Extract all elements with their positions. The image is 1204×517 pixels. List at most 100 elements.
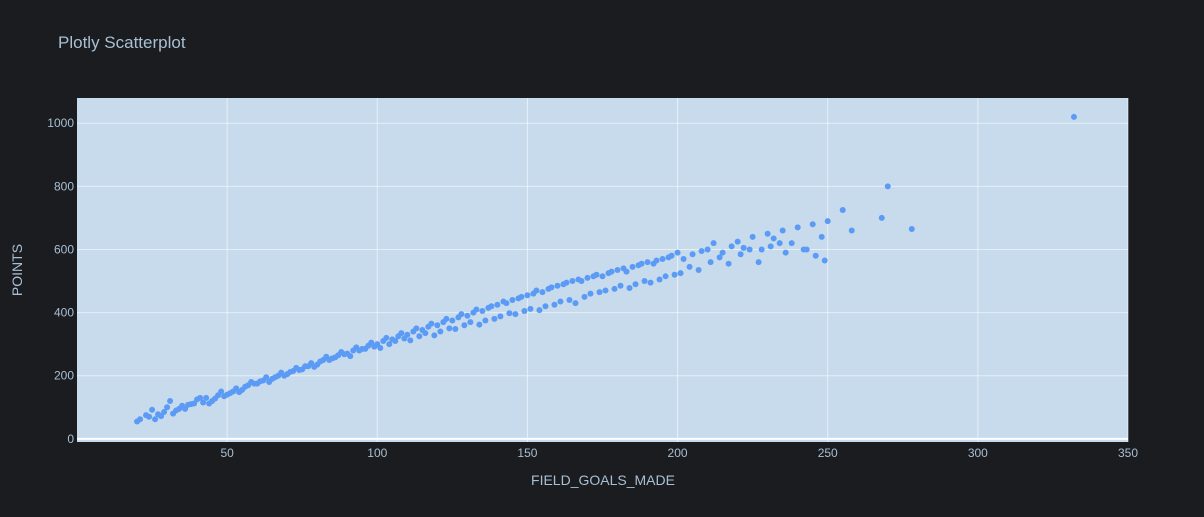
data-point[interactable] xyxy=(137,416,144,423)
data-point[interactable] xyxy=(812,252,819,259)
data-point[interactable] xyxy=(149,406,156,413)
data-point[interactable] xyxy=(809,221,816,228)
data-point[interactable] xyxy=(263,374,270,381)
data-point[interactable] xyxy=(767,243,774,250)
data-point[interactable] xyxy=(599,273,606,280)
data-point[interactable] xyxy=(527,305,534,312)
data-point[interactable] xyxy=(779,227,786,234)
data-point[interactable] xyxy=(449,317,456,324)
data-point[interactable] xyxy=(716,254,723,261)
data-point[interactable] xyxy=(152,416,159,423)
data-point[interactable] xyxy=(677,270,684,277)
data-point[interactable] xyxy=(458,311,465,318)
data-point[interactable] xyxy=(218,388,225,395)
data-point[interactable] xyxy=(551,301,558,308)
data-point[interactable] xyxy=(644,259,651,266)
data-point[interactable] xyxy=(461,322,468,329)
data-point[interactable] xyxy=(185,401,192,408)
data-point[interactable] xyxy=(197,394,204,401)
data-point[interactable] xyxy=(191,400,198,407)
data-point[interactable] xyxy=(494,301,501,308)
data-point[interactable] xyxy=(746,246,753,253)
data-point[interactable] xyxy=(578,278,585,285)
data-point[interactable] xyxy=(818,233,825,240)
data-point[interactable] xyxy=(596,289,603,296)
data-point[interactable] xyxy=(167,397,174,404)
data-point[interactable] xyxy=(536,307,543,314)
data-point[interactable] xyxy=(734,238,741,245)
data-point[interactable] xyxy=(443,315,450,322)
data-point[interactable] xyxy=(758,246,765,253)
data-point[interactable] xyxy=(770,235,777,242)
data-point[interactable] xyxy=(503,300,510,307)
data-point[interactable] xyxy=(566,296,573,303)
data-point[interactable] xyxy=(416,333,423,340)
data-point[interactable] xyxy=(641,278,648,285)
data-point[interactable] xyxy=(203,394,210,401)
data-point[interactable] xyxy=(593,271,600,278)
data-point[interactable] xyxy=(146,413,153,420)
data-point[interactable] xyxy=(548,284,555,291)
data-point[interactable] xyxy=(656,276,663,283)
data-point[interactable] xyxy=(512,311,519,318)
data-point[interactable] xyxy=(737,251,744,258)
data-point[interactable] xyxy=(821,257,828,264)
data-point[interactable] xyxy=(542,303,549,310)
data-point[interactable] xyxy=(518,293,525,300)
data-point[interactable] xyxy=(884,183,891,190)
data-point[interactable] xyxy=(446,325,453,332)
data-point[interactable] xyxy=(392,338,399,345)
data-point[interactable] xyxy=(794,224,801,231)
data-point[interactable] xyxy=(686,263,693,270)
data-point[interactable] xyxy=(539,289,546,296)
data-point[interactable] xyxy=(200,399,207,406)
data-point[interactable] xyxy=(371,343,378,350)
data-point[interactable] xyxy=(557,298,564,305)
data-point[interactable] xyxy=(554,282,561,289)
data-point[interactable] xyxy=(368,339,375,346)
data-point[interactable] xyxy=(728,243,735,250)
data-point[interactable] xyxy=(581,293,588,300)
data-point[interactable] xyxy=(725,260,732,267)
data-point[interactable] xyxy=(467,319,474,326)
data-point[interactable] xyxy=(602,287,609,294)
data-point[interactable] xyxy=(473,306,480,313)
data-point[interactable] xyxy=(755,259,762,266)
data-point[interactable] xyxy=(464,312,471,319)
data-point[interactable] xyxy=(680,255,687,262)
data-point[interactable] xyxy=(437,328,444,335)
data-point[interactable] xyxy=(623,268,630,275)
data-point[interactable] xyxy=(221,393,228,400)
data-point[interactable] xyxy=(326,356,333,363)
data-point[interactable] xyxy=(563,279,570,286)
data-point[interactable] xyxy=(782,249,789,256)
data-point[interactable] xyxy=(482,317,489,324)
data-point[interactable] xyxy=(266,379,273,386)
data-point[interactable] xyxy=(401,335,408,342)
data-point[interactable] xyxy=(611,285,618,292)
data-point[interactable] xyxy=(347,353,354,360)
data-point[interactable] xyxy=(242,383,249,390)
data-point[interactable] xyxy=(848,227,855,234)
data-point[interactable] xyxy=(629,263,636,270)
data-point[interactable] xyxy=(617,282,624,289)
data-point[interactable] xyxy=(227,390,234,397)
data-point[interactable] xyxy=(749,233,756,240)
data-point[interactable] xyxy=(182,405,189,412)
data-point[interactable] xyxy=(356,347,363,354)
data-point[interactable] xyxy=(272,374,279,381)
data-point[interactable] xyxy=(569,278,576,285)
data-point[interactable] xyxy=(710,240,717,247)
data-point[interactable] xyxy=(659,255,666,262)
data-point[interactable] xyxy=(674,249,681,256)
data-point[interactable] xyxy=(302,363,309,370)
data-point[interactable] xyxy=(740,244,747,251)
data-point[interactable] xyxy=(776,240,783,247)
data-point[interactable] xyxy=(341,351,348,358)
data-point[interactable] xyxy=(491,315,498,322)
data-point[interactable] xyxy=(452,326,459,333)
data-point[interactable] xyxy=(257,378,264,385)
data-point[interactable] xyxy=(719,249,726,256)
data-point[interactable] xyxy=(608,268,615,275)
data-point[interactable] xyxy=(164,404,171,411)
